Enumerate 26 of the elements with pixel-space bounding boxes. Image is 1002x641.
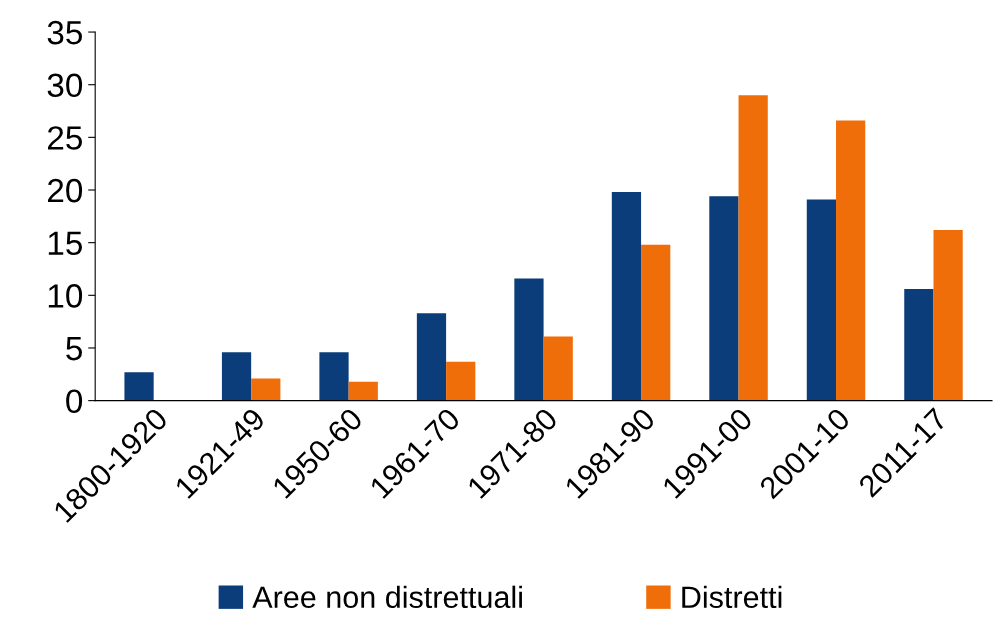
bar (348, 381, 378, 401)
y-tick-label: 35 (47, 20, 82, 45)
y-tick-label: 30 (47, 73, 83, 98)
bar (836, 120, 866, 401)
y-tick-label: 10 (48, 284, 83, 308)
y-tick-label: 15 (48, 231, 82, 256)
bar (611, 192, 642, 401)
bar (543, 336, 573, 401)
bar (416, 313, 447, 401)
y-tick-label: 5 (66, 337, 82, 361)
bar (709, 196, 739, 401)
bar (933, 230, 963, 401)
y-tick-label: 25 (47, 126, 82, 150)
bar (738, 95, 768, 401)
bar (221, 352, 252, 401)
bar (446, 361, 476, 401)
bar (904, 289, 934, 401)
bar (124, 372, 154, 401)
bar (319, 352, 349, 401)
bar (514, 278, 544, 401)
bar (641, 244, 671, 401)
legend-label: Distretti (682, 585, 782, 609)
bar (251, 378, 281, 401)
legend-label: Aree non distrettuali (252, 585, 522, 609)
bar (806, 199, 837, 401)
y-tick-label: 20 (47, 178, 83, 203)
